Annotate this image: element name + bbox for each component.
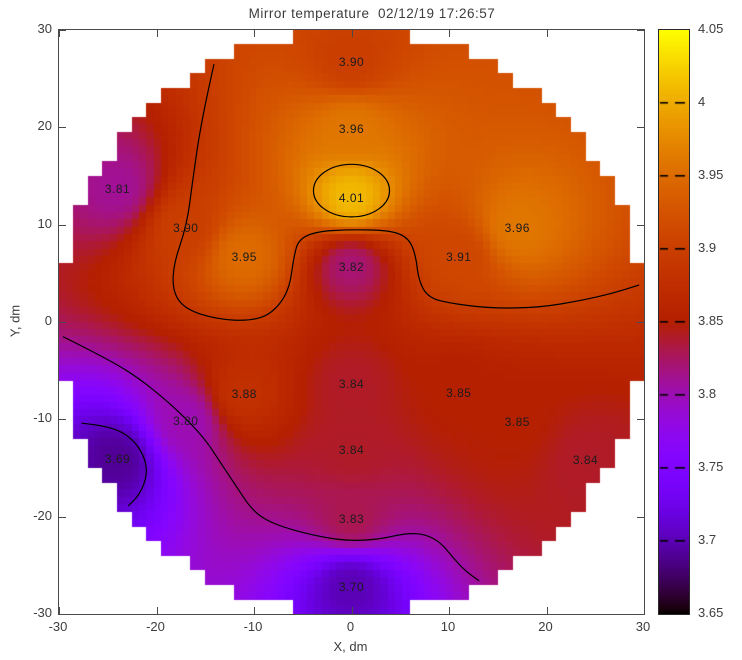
sensor-value-label: 3.91 [446, 249, 472, 264]
sensor-value-label: 3.70 [338, 579, 365, 594]
colorbar-tick-label: 4 [698, 94, 706, 109]
sensor-value-label: 3.90 [173, 220, 199, 235]
colorbar-tick-label: 3.75 [698, 459, 724, 474]
chart-title: Mirror temperature 02/12/19 17:26:57 [248, 6, 496, 21]
x-axis-tick [449, 607, 450, 614]
y-axis-tick [637, 127, 644, 129]
y-axis-tick [637, 322, 644, 323]
colorbar-tick-label: 3.85 [698, 313, 724, 328]
y-axis-tick [59, 614, 66, 615]
colorbar [658, 29, 690, 615]
x-axis-title: X, dm [333, 639, 368, 654]
sensor-value-label: 3.82 [338, 259, 365, 274]
x-axis-tick [156, 30, 158, 37]
y-axis-tick [59, 419, 66, 421]
colorbar-tick-label: 4.05 [698, 21, 724, 36]
x-axis-tick [156, 607, 158, 614]
y-tick-label: -30 [33, 605, 52, 620]
sensor-value-label: 3.69 [104, 452, 131, 467]
x-axis-tick [59, 30, 60, 37]
sensor-value-label: 3.96 [504, 220, 530, 235]
plot-area: 3.90 3.96 3.81 4.01 3.90 3.96 3.95 3.82 3.91 3.88… [58, 29, 645, 615]
y-tick-label: -20 [33, 507, 52, 523]
x-axis-tick [254, 30, 255, 37]
y-tick-label: -10 [33, 410, 52, 426]
sensor-value-label: 3.84 [338, 443, 365, 458]
sensor-value-label: 3.88 [231, 387, 257, 402]
y-axis-tick [637, 516, 644, 518]
y-axis-tick [637, 30, 644, 31]
colorbar-canvas [659, 30, 689, 614]
x-tick-label: 20 [538, 619, 553, 634]
sensor-value-label: 3.84 [572, 453, 599, 468]
sensor-value-label: 3.96 [338, 122, 365, 137]
y-tick-label: 0 [44, 313, 52, 328]
x-axis-tick [546, 607, 548, 614]
x-axis-tick [59, 607, 60, 614]
sensor-value-label: 3.85 [504, 415, 530, 430]
x-axis-tick [449, 30, 450, 37]
y-axis-tick [637, 419, 644, 421]
y-axis-tick [59, 30, 66, 31]
colorbar-tick-label: 3.8 [698, 386, 717, 401]
y-axis-title: Y, dm [7, 304, 23, 338]
x-tick-label: -30 [48, 619, 68, 634]
y-tick-label: 30 [37, 21, 52, 36]
sensor-value-label: 3.95 [231, 249, 257, 264]
sensor-value-label: 3.85 [446, 386, 472, 401]
colorbar-tick-label: 3.7 [698, 532, 717, 547]
y-tick-label: 20 [37, 118, 52, 134]
heatmap-canvas [59, 30, 644, 614]
sensor-value-label: 4.01 [338, 191, 365, 206]
x-tick-label: 30 [635, 619, 651, 634]
y-axis-tick [637, 614, 644, 615]
y-axis-tick [59, 127, 66, 129]
x-axis-tick [351, 607, 353, 614]
colorbar-tick-label: 3.95 [698, 167, 724, 182]
x-axis-tick [254, 607, 255, 614]
y-axis-tick [637, 224, 644, 226]
colorbar-tick-label: 3.9 [698, 240, 717, 255]
x-tick-label: -20 [146, 619, 165, 634]
y-axis-tick [59, 224, 66, 226]
y-tick-label: 10 [37, 215, 52, 231]
x-tick-label: -10 [243, 619, 263, 634]
y-axis-tick [59, 516, 66, 518]
x-axis-tick [546, 30, 548, 37]
sensor-value-label: 3.83 [338, 511, 365, 526]
y-axis-tick [59, 322, 66, 323]
x-axis-tick [644, 30, 645, 37]
colorbar-tick-label: 3.65 [698, 605, 724, 620]
sensor-value-label: 3.90 [338, 55, 365, 70]
sensor-value-label: 3.80 [173, 414, 199, 429]
x-axis-tick [644, 607, 645, 614]
sensor-value-label: 3.81 [104, 181, 131, 196]
x-axis-tick [351, 30, 353, 37]
x-tick-label: 0 [346, 619, 355, 634]
x-tick-label: 10 [440, 619, 456, 634]
sensor-value-label: 3.84 [338, 377, 365, 392]
